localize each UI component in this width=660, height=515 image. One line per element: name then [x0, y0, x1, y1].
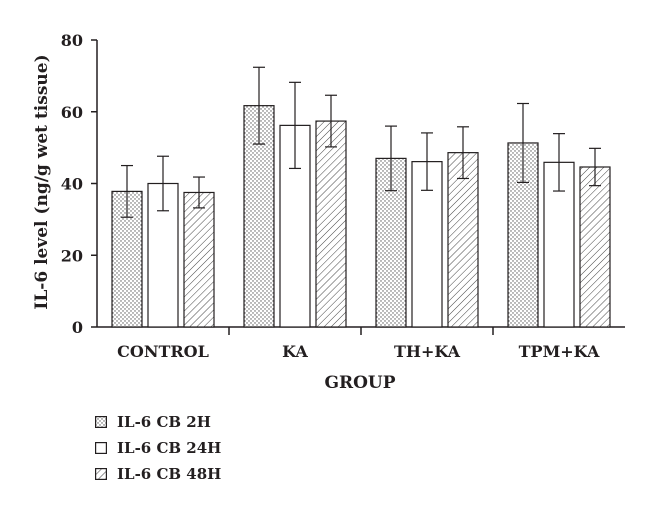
- x-tick-label: TH+KA: [394, 342, 461, 361]
- x-tick-label: KA: [282, 342, 308, 361]
- x-tick-label: CONTROL: [117, 342, 209, 361]
- legend: IL-6 CB 2H IL-6 CB 24H IL-6 CB 48H: [95, 410, 221, 488]
- x-axis-title: GROUP: [324, 373, 395, 393]
- bar-chart: 0 20 40 60 80 CONTROL KA TH+KA TPM+KA IL-6 level…: [32, 31, 625, 393]
- legend-item: IL-6 CB 48H: [95, 462, 221, 486]
- y-tick-label: 60: [61, 103, 83, 122]
- legend-label: IL-6 CB 48H: [117, 465, 222, 483]
- legend-swatch: [95, 416, 107, 428]
- bar: [315, 120, 347, 328]
- y-tick-label: 20: [61, 246, 83, 265]
- legend-label: IL-6 CB 24H: [117, 439, 222, 457]
- x-tick-label: TPM+KA: [519, 342, 600, 361]
- legend-item: IL-6 CB 24H: [95, 436, 221, 460]
- y-tick-label: 0: [72, 318, 83, 337]
- y-tick-label: 80: [61, 31, 83, 50]
- legend-label: IL-6 CB 2H: [117, 413, 211, 431]
- y-tick-label: 40: [61, 175, 83, 194]
- bar: [447, 152, 479, 328]
- y-axis-title: IL-6 level (ng/g wet tissue): [32, 54, 52, 309]
- legend-item: IL-6 CB 2H: [95, 410, 221, 434]
- legend-swatch: [95, 442, 107, 454]
- bar: [579, 166, 611, 328]
- bar: [279, 124, 311, 328]
- legend-swatch: [95, 468, 107, 480]
- bar: [183, 191, 215, 328]
